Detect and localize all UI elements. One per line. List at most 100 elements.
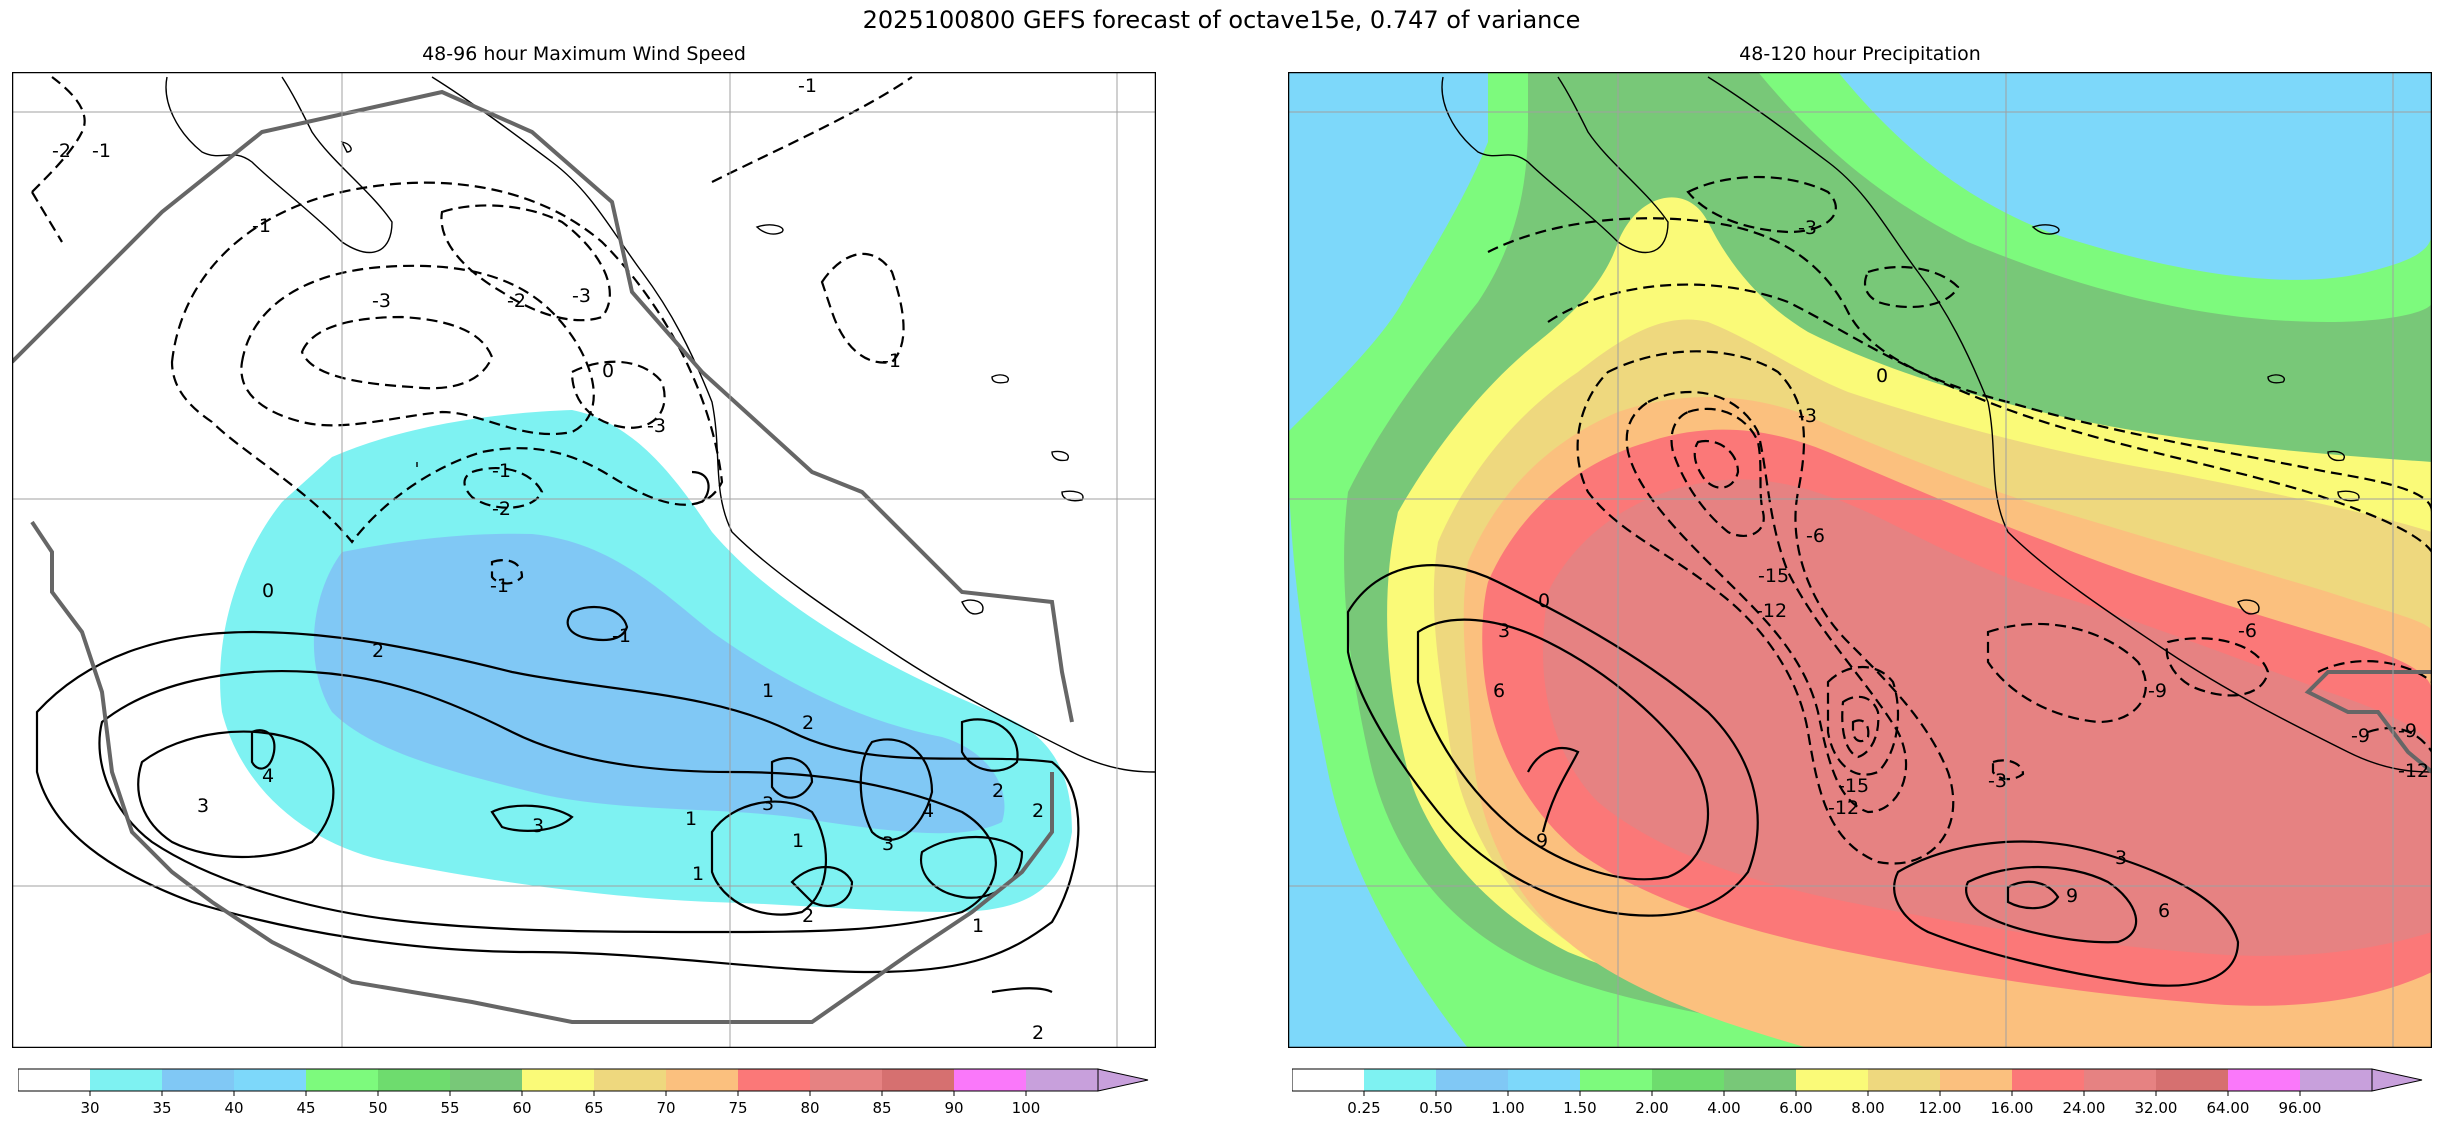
contour-label: -1 (492, 460, 511, 482)
colorbar-tick-label: 0.25 (1347, 1099, 1380, 1117)
colorbar-tick-label: 96.00 (2279, 1099, 2322, 1117)
wind-fill-40 (313, 533, 1005, 834)
colorbar-segment (1292, 1069, 1364, 1091)
contour-label: -3 (1988, 770, 2007, 792)
contour-label: 1 (692, 863, 704, 885)
colorbar-tick-label: 4.00 (1707, 1099, 1740, 1117)
contour-label: 1 (792, 830, 804, 852)
contour-label: 9 (2066, 885, 2078, 907)
colorbar-tick-label: 80 (800, 1099, 819, 1117)
contour-label: 1 (762, 680, 774, 702)
contour-label: -3 (647, 415, 666, 437)
colorbar-tick-label: 1.00 (1491, 1099, 1524, 1117)
colorbar-extend-arrow (1097, 1068, 1149, 1092)
colorbar-segment (1580, 1069, 1652, 1091)
precipitation-map: -3 0 -3 0 -6 -15 -12 -6 -9 -15 -12 -3 3 … (1288, 72, 2432, 1048)
colorbar-segment (1868, 1069, 1940, 1091)
contour-label: 4 (262, 765, 274, 787)
contour-label: -3 (572, 285, 591, 307)
colorbar-tick-label: 55 (440, 1099, 459, 1117)
contour-label: -3 (372, 290, 391, 312)
colorbar-segment (594, 1069, 666, 1091)
colorbar-tick-label: 90 (944, 1099, 963, 1117)
wind-speed-map: -1 -2 -1 -1 -3 -2 -3 -3 0 -1 -1 -2 -1 0 … (12, 72, 1156, 1048)
colorbar-tick-label: 32.00 (2135, 1099, 2178, 1117)
colorbar-segment (810, 1069, 882, 1091)
colorbar-tick-label: 60 (512, 1099, 531, 1117)
colorbar-segment (522, 1069, 594, 1091)
contour-label: 0 (262, 580, 274, 602)
colorbar-segment (1652, 1069, 1724, 1091)
colorbar-tick-label: 6.00 (1779, 1099, 1812, 1117)
contour-label: 6 (1493, 680, 1505, 702)
contour-label: 1 (972, 915, 984, 937)
contour-label: 0 (1538, 590, 1550, 612)
colorbar-segment (1364, 1069, 1436, 1091)
colorbar-segment (666, 1069, 738, 1091)
colorbar-segment (450, 1069, 522, 1091)
contour-label: 3 (2115, 847, 2127, 869)
contour-label: -1 (882, 350, 901, 372)
colorbar-segment (882, 1069, 954, 1091)
right-panel-title: 48-120 hour Precipitation (1739, 43, 1981, 65)
contour-label: 4 (922, 800, 934, 822)
contour-label: -9 (2148, 680, 2167, 702)
colorbar-tick-label: 8.00 (1851, 1099, 1884, 1117)
colorbar-tick-label: 100 (1012, 1099, 1041, 1117)
contour-label: 3 (532, 815, 544, 837)
contour-label: -15 (1838, 775, 1869, 797)
contour-label: 9 (1536, 830, 1548, 852)
contour-label: 2 (992, 780, 1004, 802)
colorbar-tick-label: 70 (656, 1099, 675, 1117)
colorbar-segment (234, 1069, 306, 1091)
contour-label: 3 (197, 795, 209, 817)
colorbar-segment (1026, 1069, 1098, 1091)
contour-label: 6 (2158, 900, 2170, 922)
colorbar-tick-label: 16.00 (1991, 1099, 2034, 1117)
colorbar-segment (1436, 1069, 1508, 1091)
colorbar-tick-label: 12.00 (1919, 1099, 1962, 1117)
contour-label: -1 (92, 140, 111, 162)
contour-label: 2 (1032, 1022, 1044, 1044)
contour-label: -1 (252, 215, 271, 237)
contour-label: -9 (2398, 720, 2417, 742)
colorbar-segment (378, 1069, 450, 1091)
colorbar-segment (18, 1069, 90, 1091)
colorbar-tick-label: 75 (728, 1099, 747, 1117)
contour-label: -2 (492, 498, 511, 520)
colorbar-tick-label: 2.00 (1635, 1099, 1668, 1117)
contour-label: -1 (612, 625, 631, 647)
contour-label: 0 (1876, 365, 1888, 387)
colorbar-tick-label: 64.00 (2207, 1099, 2250, 1117)
contour-label: -6 (2238, 620, 2257, 642)
contour-label: 3 (882, 833, 894, 855)
contour-label: -9 (2351, 725, 2370, 747)
colorbar-tick-label: 85 (872, 1099, 891, 1117)
colorbar-tick-label: 40 (224, 1099, 243, 1117)
colorbar-tick-label: 45 (296, 1099, 315, 1117)
colorbar-segment (1940, 1069, 2012, 1091)
contour-label: -3 (1798, 217, 1817, 239)
colorbar-extend-arrow (2371, 1068, 2423, 1092)
contour-label: -12 (1828, 797, 1859, 819)
contour-label: -2 (52, 140, 71, 162)
colorbar-tick-label: 50 (368, 1099, 387, 1117)
contour-label: -3 (1798, 405, 1817, 427)
colorbar-tick-label: 24.00 (2063, 1099, 2106, 1117)
colorbar-segment (2228, 1069, 2300, 1091)
contour-label: 1 (685, 808, 697, 830)
colorbar-segment (2300, 1069, 2372, 1091)
contour-label: 2 (372, 640, 384, 662)
contour-label: 2 (802, 905, 814, 927)
colorbar-segment (2012, 1069, 2084, 1091)
colorbar-segment (1724, 1069, 1796, 1091)
contour-label: 3 (762, 793, 774, 815)
precip-colorbar: 0.25 0.50 1.00 1.50 2.00 4.00 6.00 8.00 12.00 16.… (1292, 1068, 2423, 1117)
contour-label: -1 (798, 75, 817, 97)
contour-label: 2 (1032, 800, 1044, 822)
contour-label: -6 (1806, 525, 1825, 547)
contour-label: -1 (490, 575, 509, 597)
colorbar-tick-label: 0.50 (1419, 1099, 1452, 1117)
colorbar-segment (2084, 1069, 2156, 1091)
colorbar-segment (1796, 1069, 1868, 1091)
